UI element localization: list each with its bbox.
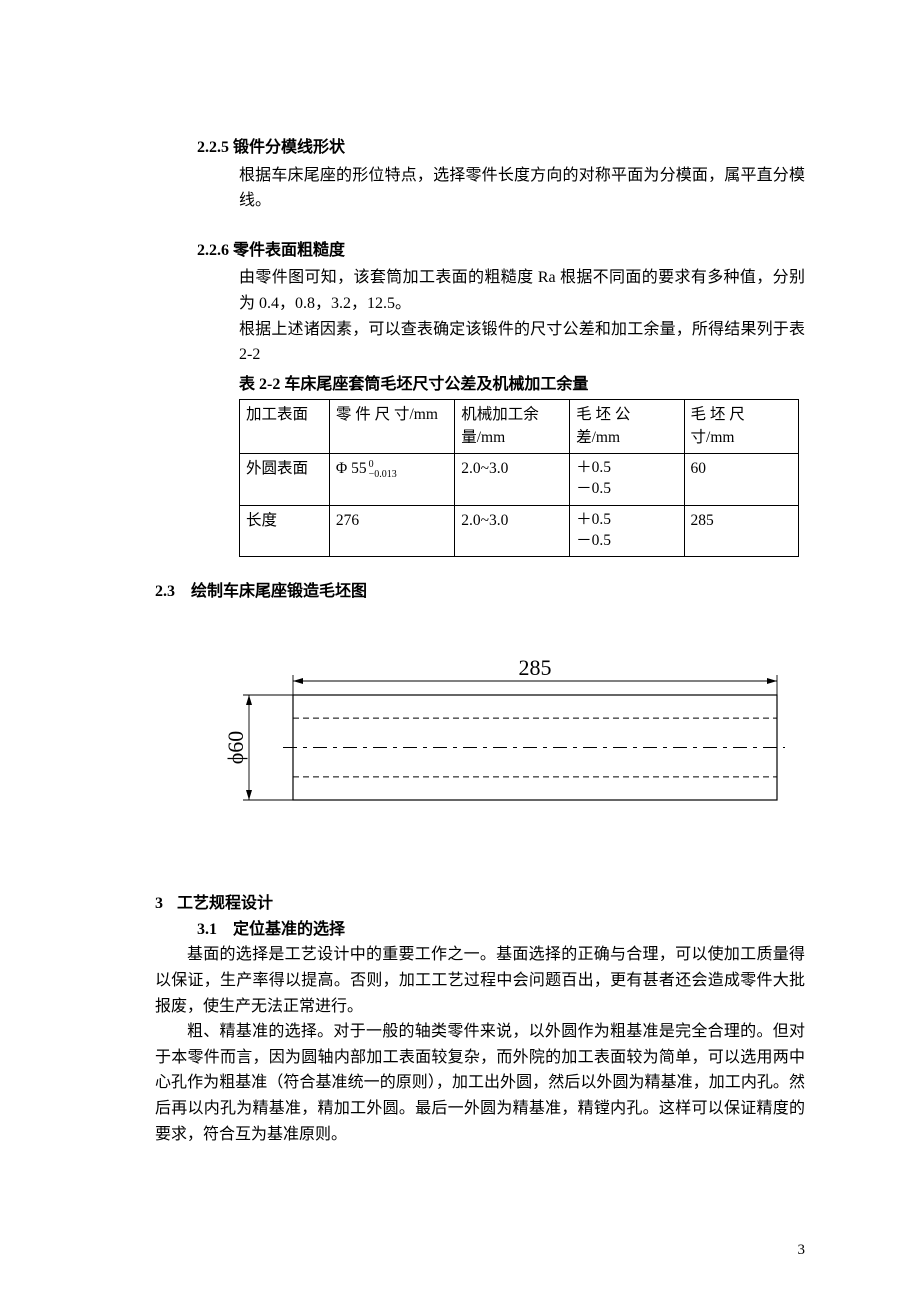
th-allowance: 机械加工余量/mm — [455, 400, 570, 454]
blank-drawing: 285 ϕ60 — [225, 635, 805, 844]
table-2-2-caption: 表 2-2 车床尾座套筒毛坯尺寸公差及机械加工余量 — [239, 372, 805, 398]
cell-dimension: 276 — [329, 505, 454, 556]
cell-dimension: Φ 550−0.013 — [329, 454, 454, 505]
th-dimension: 零 件 尺 寸/mm — [329, 400, 454, 454]
svg-text:ϕ60: ϕ60 — [225, 730, 248, 764]
document-page: 2.2.5 锻件分模线形状 根据车床尾座的形位特点，选择零件长度方向的对称平面为… — [0, 0, 920, 1302]
tol-lower: －0.5 — [576, 532, 611, 549]
blank-drawing-svg: 285 ϕ60 — [225, 635, 785, 835]
dim-prefix: Φ 55 — [336, 460, 367, 477]
heading-2-2-6: 2.2.6 零件表面粗糙度 — [197, 238, 805, 264]
heading-3: 3 工艺规程设计 — [155, 891, 805, 917]
th-blank: 毛 坯 尺 寸/mm — [684, 400, 798, 454]
page-number: 3 — [798, 1238, 806, 1262]
para-3-1-b: 粗、精基准的选择。对于一般的轴类零件来说，以外圆作为粗基准是完全合理的。但对于本… — [155, 1019, 805, 1147]
dim-sub: −0.013 — [369, 470, 397, 480]
table-header-row: 加工表面 零 件 尺 寸/mm 机械加工余量/mm 毛 坯 公 差/mm 毛 坯… — [240, 400, 799, 454]
heading-2-2-5: 2.2.5 锻件分模线形状 — [197, 135, 805, 161]
tol-lower: －0.5 — [576, 480, 611, 497]
cell-blank: 285 — [684, 505, 798, 556]
heading-3-num: 3 — [155, 895, 163, 912]
tol-upper: ＋0.5 — [576, 511, 611, 528]
cell-tolerance: ＋0.5 －0.5 — [570, 505, 684, 556]
heading-2-3: 2.3 绘制车床尾座锻造毛坯图 — [155, 579, 805, 605]
th-tolerance: 毛 坯 公 差/mm — [570, 400, 684, 454]
body-2-2-5: 根据车床尾座的形位特点，选择零件长度方向的对称平面为分模面，属平直分模线。 — [239, 163, 805, 214]
cell-surface: 外圆表面 — [240, 454, 330, 505]
cell-tolerance: ＋0.5 －0.5 — [570, 454, 684, 505]
svg-text:285: 285 — [519, 655, 552, 680]
cell-surface: 长度 — [240, 505, 330, 556]
table-2-2: 加工表面 零 件 尺 寸/mm 机械加工余量/mm 毛 坯 公 差/mm 毛 坯… — [239, 399, 799, 557]
th-surface: 加工表面 — [240, 400, 330, 454]
table-row: 长度 276 2.0~3.0 ＋0.5 －0.5 285 — [240, 505, 799, 556]
cell-allowance: 2.0~3.0 — [455, 505, 570, 556]
table-row: 外圆表面 Φ 550−0.013 2.0~3.0 ＋0.5 －0.5 60 — [240, 454, 799, 505]
para-3-1-a: 基面的选择是工艺设计中的重要工作之一。基面选择的正确与合理，可以使加工质量得以保… — [155, 942, 805, 1019]
cell-allowance: 2.0~3.0 — [455, 454, 570, 505]
heading-3-1: 3.1 定位基准的选择 — [197, 917, 805, 943]
cell-blank: 60 — [684, 454, 798, 505]
heading-3-text: 工艺规程设计 — [177, 895, 273, 912]
tol-upper: ＋0.5 — [576, 459, 611, 476]
body-2-2-6-p2: 根据上述诸因素，可以查表确定该锻件的尺寸公差和加工余量，所得结果列于表 2-2 — [239, 317, 805, 368]
body-2-2-6-p1: 由零件图可知，该套筒加工表面的粗糙度 Ra 根据不同面的要求有多种值，分别为 0… — [239, 265, 805, 316]
